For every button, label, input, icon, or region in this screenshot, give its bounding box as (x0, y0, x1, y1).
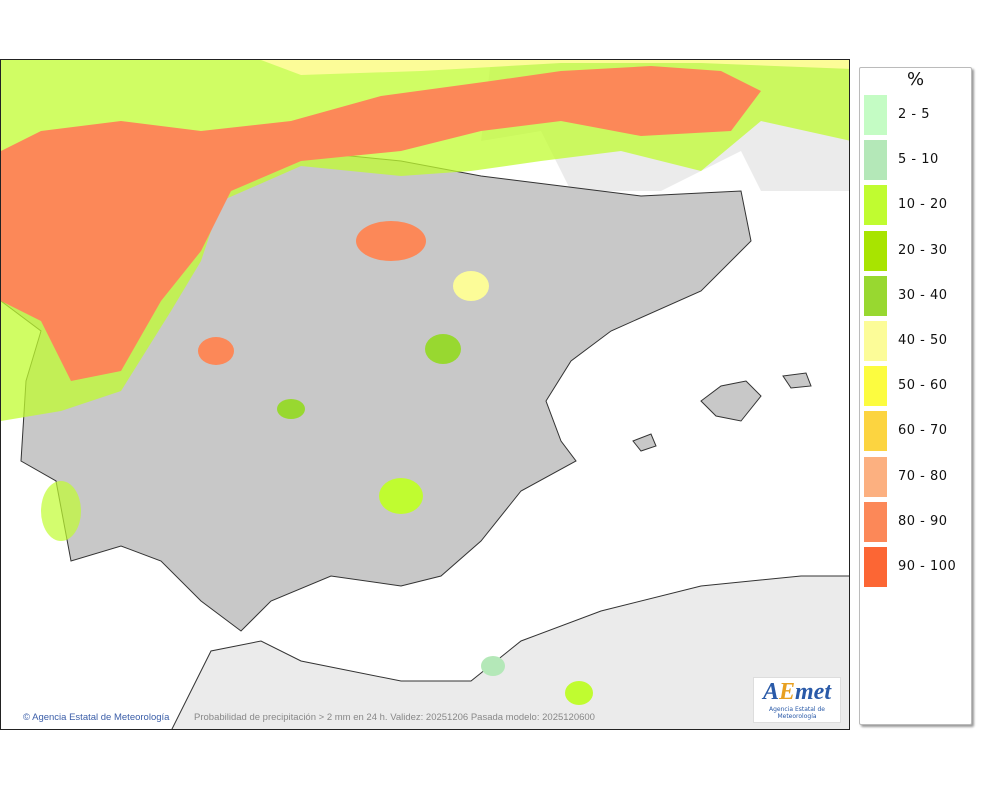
legend-item: 10 - 20 (864, 185, 964, 226)
legend-item: 90 - 100 (864, 547, 964, 587)
legend-label: 50 - 60 (898, 378, 948, 394)
legend-item: 80 - 90 (864, 501, 964, 542)
prob-blob (453, 271, 489, 301)
legend-item: 70 - 80 (864, 456, 964, 497)
legend-label: 30 - 40 (898, 287, 948, 303)
legend-title: % (906, 69, 925, 90)
prob-blob (425, 334, 461, 364)
legend-label: 70 - 80 (898, 468, 948, 484)
legend-label: 5 - 10 (898, 152, 939, 168)
legend-swatch (864, 501, 887, 542)
legend-label: 10 - 20 (898, 197, 948, 213)
legend-label: 80 - 90 (898, 513, 948, 529)
prob-band-top-yellow (261, 60, 849, 75)
legend-item: 20 - 30 (864, 230, 964, 271)
legend-item: 2 - 5 (864, 95, 964, 135)
prob-blob (277, 399, 305, 419)
legend-item: 40 - 50 (864, 321, 964, 361)
mallorca (700, 380, 762, 422)
legend-swatch (864, 275, 887, 316)
prob-blob (565, 681, 593, 705)
legend-swatch (864, 140, 887, 181)
legend-swatch (864, 95, 887, 135)
legend-swatch (864, 366, 887, 407)
legend: % 2 - 5 5 - 10 10 - 20 20 - 30 30 - 40 40 - 5… (859, 67, 972, 725)
prob-blob (356, 221, 426, 261)
map-canvas (1, 60, 849, 729)
legend-swatch (864, 547, 887, 587)
legend-item: 30 - 40 (864, 275, 964, 316)
ibiza (632, 433, 657, 452)
legend-label: 90 - 100 (898, 559, 957, 574)
legend-label: 60 - 70 (898, 423, 948, 439)
map-caption: Probabilidad de precipitación > 2 mm en … (194, 712, 595, 723)
legend-swatch (864, 230, 887, 271)
legend-item: 50 - 60 (864, 366, 964, 407)
menorca (782, 372, 812, 389)
legend-item: 60 - 70 (864, 411, 964, 452)
prob-band-high (1, 66, 761, 381)
aemet-logo: AEmet Agencia Estatal de Meteorología (753, 677, 841, 723)
prob-blob (41, 481, 81, 541)
legend-swatch (864, 185, 887, 226)
prob-blob (481, 656, 505, 676)
africa-land (171, 575, 849, 729)
legend-swatch (864, 456, 887, 497)
precipitation-map[interactable]: © Agencia Estatal de Meteorología Probab… (0, 59, 850, 730)
prob-blob (379, 478, 423, 514)
legend-label: 2 - 5 (898, 107, 930, 122)
legend-label: 40 - 50 (898, 333, 948, 348)
legend-label: 20 - 30 (898, 242, 948, 258)
prob-blob (198, 337, 234, 365)
legend-item: 5 - 10 (864, 140, 964, 181)
legend-swatch (864, 321, 887, 361)
legend-swatch (864, 411, 887, 452)
copyright-credit: © Agencia Estatal de Meteorología (23, 712, 170, 723)
